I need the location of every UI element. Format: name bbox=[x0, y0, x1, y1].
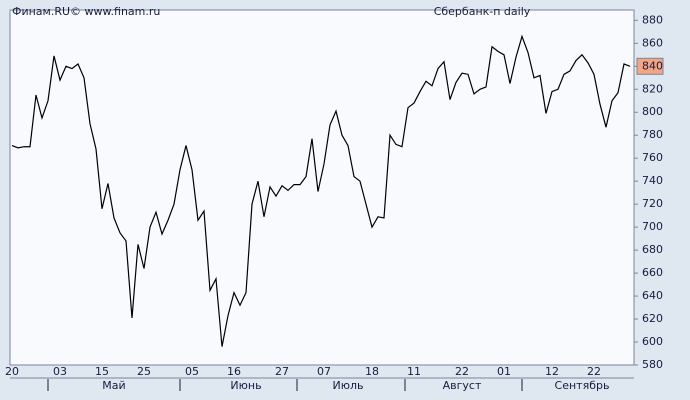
x-tick-label: 01 bbox=[497, 365, 511, 378]
x-tick-label: 12 bbox=[545, 365, 559, 378]
y-tick-label: 860 bbox=[642, 36, 663, 49]
y-tick-label: 740 bbox=[642, 174, 663, 187]
x-tick-label: 22 bbox=[587, 365, 601, 378]
x-tick-label: 18 bbox=[365, 365, 379, 378]
y-tick-label: 660 bbox=[642, 266, 663, 279]
month-label: Июнь bbox=[230, 379, 261, 392]
y-tick-label: 720 bbox=[642, 197, 663, 210]
x-tick-label: 27 bbox=[275, 365, 289, 378]
month-label: Сентябрь bbox=[555, 379, 610, 392]
y-tick-label: 880 bbox=[642, 13, 663, 26]
plot-area bbox=[9, 9, 635, 366]
y-tick-label: 600 bbox=[642, 335, 663, 348]
x-tick-label: 25 bbox=[137, 365, 151, 378]
x-tick-label: 05 bbox=[185, 365, 199, 378]
last-value-box bbox=[636, 57, 664, 75]
x-tick-label: 07 bbox=[317, 365, 331, 378]
x-tick-label: 22 bbox=[455, 365, 469, 378]
month-label: Август bbox=[443, 379, 482, 392]
source-label: Финам.RU© www.finam.ru bbox=[12, 5, 160, 18]
month-label: Май bbox=[102, 379, 125, 392]
x-tick-label: 11 bbox=[407, 365, 421, 378]
y-tick-label: 640 bbox=[642, 289, 663, 302]
y-tick-label: 820 bbox=[642, 82, 663, 95]
price-line bbox=[11, 34, 631, 347]
y-tick-label: 760 bbox=[642, 151, 663, 164]
y-tick-label: 800 bbox=[642, 105, 663, 118]
y-tick-label: 700 bbox=[642, 220, 663, 233]
chart-title: Сбербанк-п daily bbox=[434, 5, 531, 18]
x-tick-label: 15 bbox=[95, 365, 109, 378]
y-tick-label: 780 bbox=[642, 128, 663, 141]
x-tick-label: 20 bbox=[5, 365, 19, 378]
x-tick-label: 03 bbox=[53, 365, 67, 378]
month-label: Июль bbox=[332, 379, 363, 392]
y-tick-label: 680 bbox=[642, 243, 663, 256]
y-tick-label: 620 bbox=[642, 312, 663, 325]
y-tick-label: 580 bbox=[642, 358, 663, 371]
x-tick-label: 16 bbox=[227, 365, 241, 378]
y-tick-label: 840 bbox=[642, 59, 663, 72]
